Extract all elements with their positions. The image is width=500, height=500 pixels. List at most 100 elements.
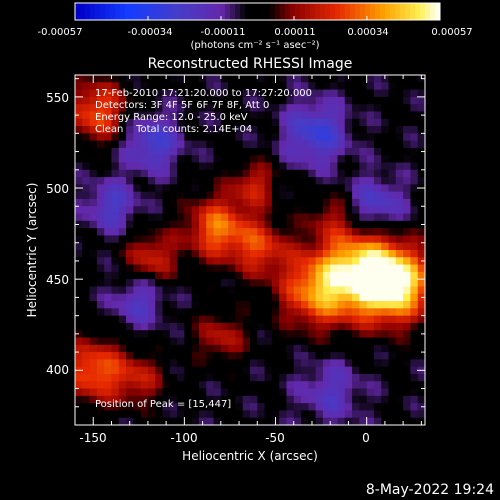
heatmap-cell [352,250,360,258]
heatmap-cell [293,250,302,258]
heatmap-cell [279,198,287,207]
heatmap-cell [410,235,419,244]
heatmap-cell [286,206,295,214]
heatmap-cell [373,75,382,83]
heatmap-cell [308,133,317,142]
heatmap-cell [111,147,120,156]
heatmap-cell [75,118,83,127]
heatmap-cell [257,177,265,185]
heatmap-cell [373,169,382,178]
heatmap-cell [177,191,185,200]
x-tick-label: -100 [170,431,197,445]
heatmap-cell [395,104,404,112]
heatmap-cell [352,271,360,280]
heatmap-cell [104,155,112,163]
heatmap-cell [359,293,368,302]
heatmap-cell [169,366,178,375]
heatmap-cell [82,352,90,360]
heatmap-cell [279,169,287,178]
heatmap-cell [330,301,338,309]
heatmap-cell [417,198,426,207]
heatmap-cell [169,177,178,185]
heatmap-cell [191,206,200,214]
heatmap-cell [264,235,273,244]
heatmap-cell [126,155,134,163]
heatmap-cell [169,381,178,389]
colorbar-swatch [240,3,246,20]
heatmap-cell [75,89,83,98]
heatmap-cell [250,279,258,287]
heatmap-cell [315,198,324,207]
heatmap-cell [257,366,265,375]
heatmap-cell [344,191,353,200]
heatmap-cell [169,184,178,193]
heatmap-cell [286,359,295,368]
heatmap-cell [352,337,360,346]
heatmap-cell [403,301,411,309]
heatmap-cell [250,118,258,127]
heatmap-cell [220,198,229,207]
heatmap-cell [242,177,251,185]
heatmap-cell [395,315,404,324]
heatmap-cell [96,184,105,193]
heatmap-cell [315,286,324,295]
colorbar-swatch [140,3,146,20]
heatmap-cell [133,220,142,229]
heatmap-cell [96,344,105,353]
heatmap-cell [388,228,397,236]
heatmap-cell [228,213,236,222]
heatmap-cell [395,96,404,105]
heatmap-cell [155,337,163,346]
heatmap-cell [220,155,229,163]
heatmap-cell [133,250,142,258]
heatmap-cell [184,89,193,98]
heatmap-cell [279,410,287,419]
heatmap-cell [126,293,134,302]
heatmap-cell [359,104,368,112]
heatmap-cell [198,337,207,346]
heatmap-cell [213,198,222,207]
heatmap-cell [388,388,397,397]
heatmap-cell [177,279,185,287]
heatmap-cell [184,315,193,324]
heatmap-cell [250,301,258,309]
heatmap-cell [359,242,368,251]
heatmap-cell [395,75,404,83]
heatmap-cell [301,359,309,368]
heatmap-cell [162,155,171,163]
heatmap-cell [162,352,171,360]
heatmap-cell [388,403,397,411]
heatmap-cell [133,344,142,353]
heatmap-cell [140,75,149,83]
heatmap-cell [308,198,317,207]
energy-range-annotation: Energy Range: 12.0 - 25.0 keV [95,112,248,123]
heatmap-cell [242,257,251,265]
heatmap-cell [381,126,389,134]
heatmap-cell [147,184,156,193]
heatmap-cell [82,140,90,149]
heatmap-cell [140,82,149,90]
heatmap-cell [235,403,244,411]
heatmap-cell [82,395,90,404]
heatmap-cell [169,140,178,149]
heatmap-cell [315,235,324,244]
heatmap-cell [242,410,251,419]
heatmap-cell [191,366,200,375]
heatmap-cell [147,257,156,265]
heatmap-cell [279,381,287,389]
heatmap-cell [337,417,346,426]
heatmap-cell [104,126,112,134]
heatmap-cell [264,126,273,134]
heatmap-cell [155,126,163,134]
heatmap-cell [220,381,229,389]
heatmap-cell [250,191,258,200]
heatmap-cell [111,228,120,236]
heatmap-cell [198,228,207,236]
heatmap-cell [155,301,163,309]
heatmap-cell [301,104,309,112]
heatmap-cell [359,301,368,309]
heatmap-cell [352,366,360,375]
heatmap-cell [373,344,382,353]
heatmap-cell [315,337,324,346]
heatmap-cell [315,352,324,360]
